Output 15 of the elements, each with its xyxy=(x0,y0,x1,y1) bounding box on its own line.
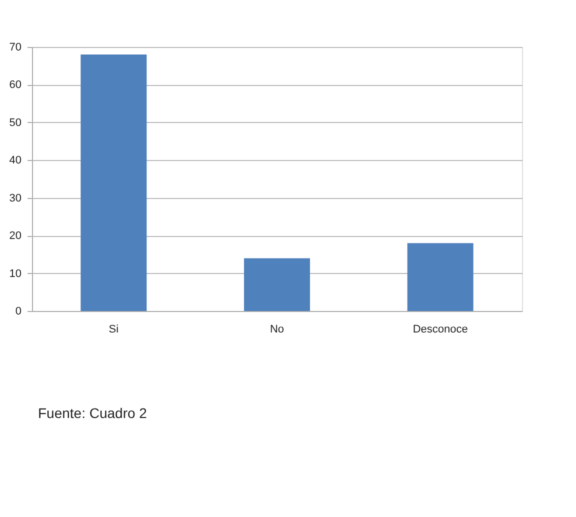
y-tick-label: 0 xyxy=(15,306,22,318)
bar xyxy=(244,258,310,311)
y-tick-label: 10 xyxy=(9,268,22,280)
x-tick-label: No xyxy=(270,324,284,336)
y-tick-label: 60 xyxy=(9,79,22,92)
y-tick-label: 20 xyxy=(9,230,22,242)
y-tick-label: 70 xyxy=(9,42,22,54)
y-tick-label: 30 xyxy=(9,192,22,204)
x-tick-label: Desconoce xyxy=(412,324,468,336)
y-tick-label: 50 xyxy=(9,116,22,129)
source-note: Fuente: Cuadro 2 xyxy=(38,405,148,421)
y-tick-label: 40 xyxy=(9,154,22,167)
bar xyxy=(80,54,147,311)
x-tick-label: Si xyxy=(108,324,119,336)
bar xyxy=(407,243,474,311)
